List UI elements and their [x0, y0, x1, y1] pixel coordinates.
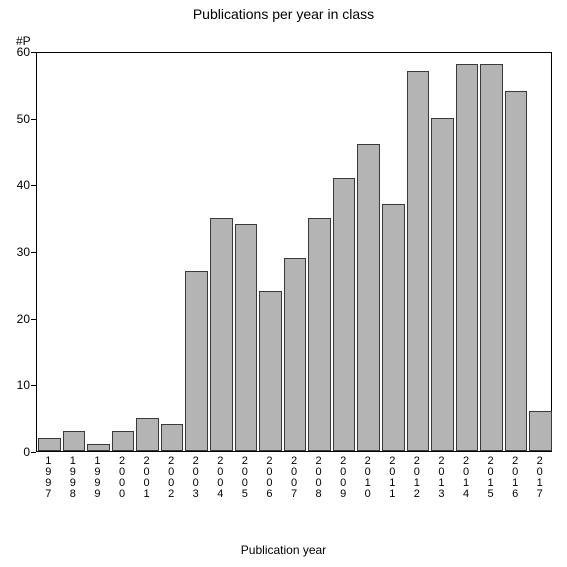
x-tick-label: 2 0 0 3: [193, 456, 199, 500]
x-tick-label: 2 0 0 8: [316, 456, 322, 500]
bar: [407, 71, 430, 451]
chart-title: Publications per year in class: [0, 6, 567, 22]
bar: [112, 431, 135, 451]
bar: [38, 438, 61, 451]
y-tick-mark: [31, 119, 36, 120]
bar: [333, 178, 356, 451]
bar: [431, 118, 454, 451]
x-tick-label: 2 0 1 6: [512, 456, 518, 500]
x-tick-label: 2 0 1 7: [537, 456, 543, 500]
bar: [529, 411, 552, 451]
y-tick-mark: [31, 252, 36, 253]
y-tick-label: 50: [6, 112, 30, 126]
bar: [480, 64, 503, 451]
x-tick-label: 2 0 1 3: [438, 456, 444, 500]
bar: [63, 431, 86, 451]
y-tick-mark: [31, 319, 36, 320]
bar: [235, 224, 258, 451]
y-tick-label: 30: [6, 245, 30, 259]
y-tick-label: 60: [6, 45, 30, 59]
x-tick-label: 2 0 0 4: [217, 456, 223, 500]
y-tick-label: 0: [6, 445, 30, 459]
x-tick-label: 2 0 1 0: [365, 456, 371, 500]
y-tick-mark: [31, 385, 36, 386]
x-tick-label: 2 0 0 9: [340, 456, 346, 500]
x-tick-label: 2 0 1 2: [414, 456, 420, 500]
x-tick-label: 2 0 0 7: [291, 456, 297, 500]
y-tick-label: 40: [6, 178, 30, 192]
bar: [136, 418, 159, 451]
y-tick-mark: [31, 52, 36, 53]
bar: [87, 444, 110, 451]
x-axis-title: Publication year: [0, 543, 567, 557]
x-tick-label: 2 0 0 0: [119, 456, 125, 500]
chart-container: Publications per year in class #P Public…: [0, 0, 567, 567]
y-tick-mark: [31, 185, 36, 186]
x-tick-label: 2 0 1 4: [463, 456, 469, 500]
x-tick-label: 1 9 9 9: [94, 456, 100, 500]
x-tick-label: 1 9 9 7: [45, 456, 51, 500]
y-tick-mark: [31, 452, 36, 453]
bar: [284, 258, 307, 451]
bar: [505, 91, 528, 451]
bar: [259, 291, 282, 451]
bar: [210, 218, 233, 451]
bar: [185, 271, 208, 451]
bar: [161, 424, 184, 451]
bar: [357, 144, 380, 451]
x-tick-label: 2 0 1 5: [488, 456, 494, 500]
bar: [308, 218, 331, 451]
x-tick-label: 2 0 1 1: [389, 456, 395, 500]
bar: [456, 64, 479, 451]
x-tick-label: 2 0 0 6: [266, 456, 272, 500]
x-tick-label: 2 0 0 2: [168, 456, 174, 500]
bar: [382, 204, 405, 451]
y-tick-label: 20: [6, 312, 30, 326]
y-tick-label: 10: [6, 378, 30, 392]
x-tick-label: 2 0 0 1: [144, 456, 150, 500]
x-tick-label: 1 9 9 8: [70, 456, 76, 500]
x-tick-label: 2 0 0 5: [242, 456, 248, 500]
plot-area: [36, 52, 552, 452]
